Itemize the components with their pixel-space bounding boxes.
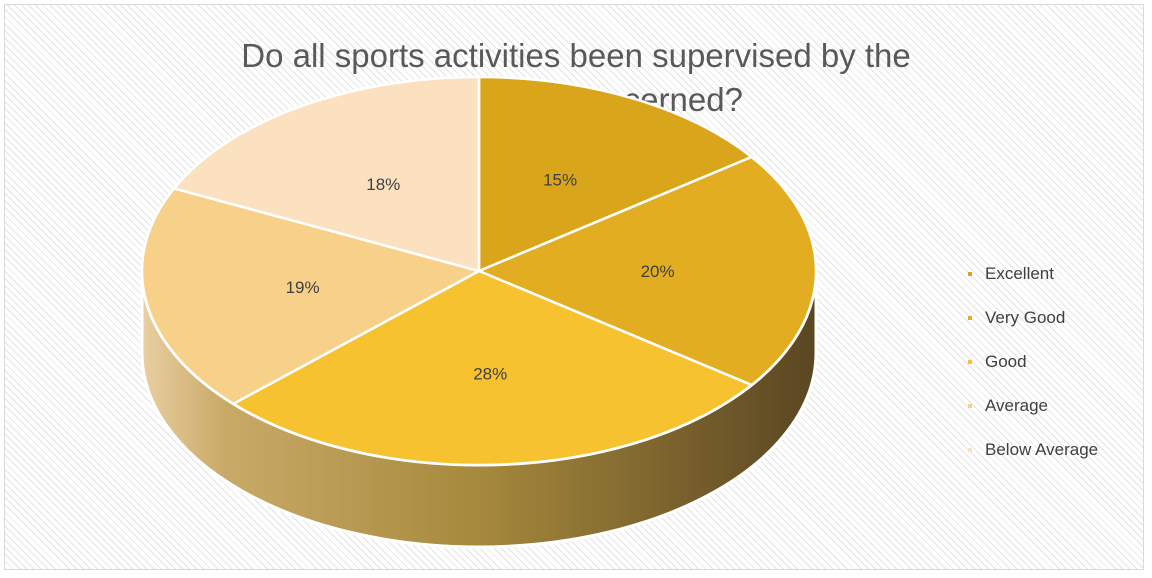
data-label-excellent: 15% [543,170,577,189]
pie-slice-below-average [172,75,481,273]
pie-tops [140,75,818,467]
legend-swatch [968,404,972,408]
legend-swatch [968,272,972,276]
pie-slice-average [140,187,481,406]
legend-label: Below Average [985,440,1099,459]
data-label-good: 28% [473,365,507,384]
legend-item-very-good: Very Good [968,296,1098,340]
legend-swatch [968,448,972,452]
legend-label: Good [985,352,1027,371]
legend-label: Excellent [985,264,1054,283]
legend-item-average: Average [968,384,1098,428]
legend-item-good: Good [968,340,1098,384]
data-label-very-good: 20% [641,262,675,281]
chart-title-line-1: Do all sports activities been supervised… [241,37,911,74]
pie-slice-good [232,269,753,467]
pie-slice-very-good [477,155,818,387]
data-label-average: 19% [286,278,320,297]
legend-label: Average [985,396,1049,415]
legend-swatch [968,316,972,320]
legend-item-below-average: Below Average [968,428,1098,472]
legend: Excellent Very Good Good Average Below Avera… [968,252,1098,472]
data-label-below-average: 18% [366,175,400,194]
pie-labels: 15% 20% 28% 19% 18% [286,170,675,383]
legend-label: Very Good [985,308,1066,327]
pie-slice-excellent [477,75,753,273]
legend-swatch [968,360,972,364]
legend-item-excellent: Excellent [968,252,1098,296]
